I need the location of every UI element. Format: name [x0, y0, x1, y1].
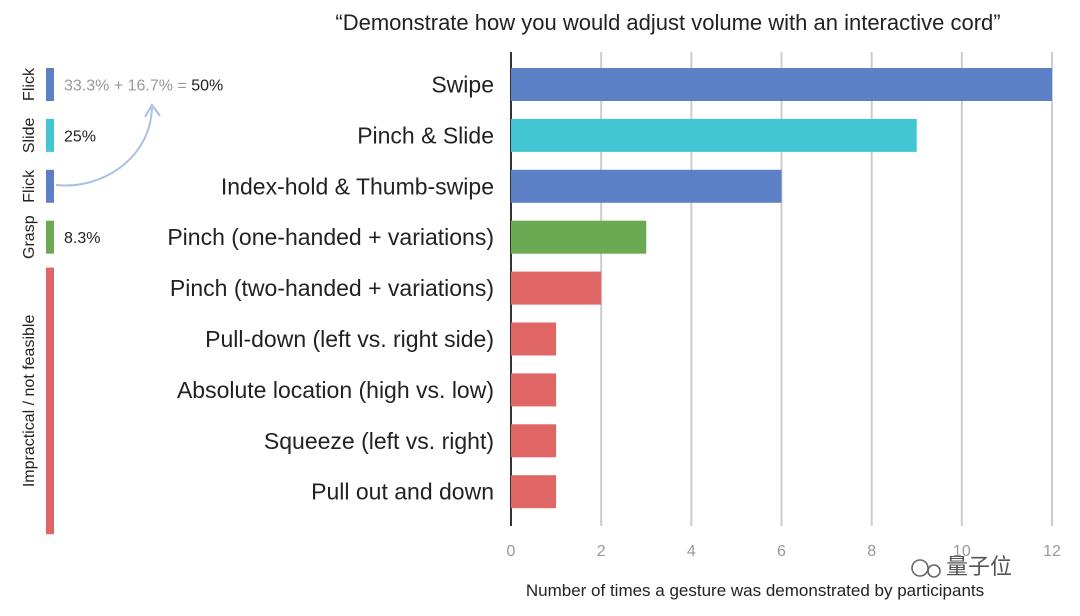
watermark-text: 量子位 — [946, 554, 1012, 579]
bar — [511, 475, 557, 509]
group-percent-total: 50% — [191, 78, 223, 95]
x-tick-label: 10 — [953, 543, 971, 560]
category-label: Squeeze (left vs. right) — [264, 428, 494, 454]
group-strip — [46, 68, 54, 101]
bars — [511, 68, 1052, 509]
category-label: Pull out and down — [311, 479, 494, 505]
watermark-icon — [911, 559, 929, 577]
bar — [511, 68, 1052, 101]
watermark-logo: 量子位 — [911, 554, 1012, 579]
category-label: Absolute location (high vs. low) — [177, 377, 494, 403]
bar — [511, 271, 602, 305]
combine-arrow — [55, 107, 153, 187]
category-label: Index-hold & Thumb-swipe — [221, 173, 494, 199]
group-name: Slide — [21, 118, 38, 154]
group-percent: 33.3% + 16.7% = 50% — [64, 78, 223, 95]
group-name: Grasp — [21, 215, 38, 259]
chart-title: “Demonstrate how you would adjust volume… — [335, 10, 1000, 35]
category-label: Pinch (two-handed + variations) — [170, 275, 494, 301]
category-label: Pinch (one-handed + variations) — [167, 224, 494, 250]
bar — [511, 373, 557, 407]
group-strip — [46, 267, 54, 535]
group-percent-parts: 33.3% + 16.7% = — [64, 78, 191, 95]
bar — [511, 118, 917, 152]
watermark-icon — [927, 564, 941, 578]
category-label: Pull-down (left vs. right side) — [205, 326, 494, 352]
x-tick-label: 2 — [597, 543, 606, 560]
bar — [511, 220, 647, 254]
category-labels: Swipe Pinch & Slide Index-hold & Thumb-swi… — [167, 72, 494, 505]
category-label: Swipe — [431, 72, 494, 98]
x-tick-label: 0 — [507, 543, 516, 560]
x-tick-label: 12 — [1043, 543, 1061, 560]
group-percent: 8.3% — [64, 230, 100, 247]
arrow-head — [144, 103, 161, 118]
x-tick-label: 6 — [777, 543, 786, 560]
x-axis-label: Number of times a gesture was demonstrat… — [526, 581, 984, 600]
group-strip — [46, 220, 54, 254]
bar — [511, 322, 557, 356]
group-strip — [46, 118, 54, 152]
category-label: Pinch & Slide — [357, 122, 494, 148]
group-percent: 25% — [64, 128, 96, 145]
group-legend: Flick 33.3% + 16.7% = 50% Slide 25% Flick Gra… — [21, 67, 223, 535]
x-tick-label: 8 — [867, 543, 876, 560]
group-name: Flick — [21, 169, 38, 203]
group-strip — [46, 169, 54, 203]
group-name: Flick — [21, 67, 38, 101]
bar — [511, 424, 557, 458]
x-tick-label: 4 — [687, 543, 696, 560]
x-tick-labels: 0 2 4 6 8 10 12 — [507, 543, 1061, 560]
group-name: Impractical / not feasible — [21, 315, 38, 488]
bar — [511, 169, 782, 203]
